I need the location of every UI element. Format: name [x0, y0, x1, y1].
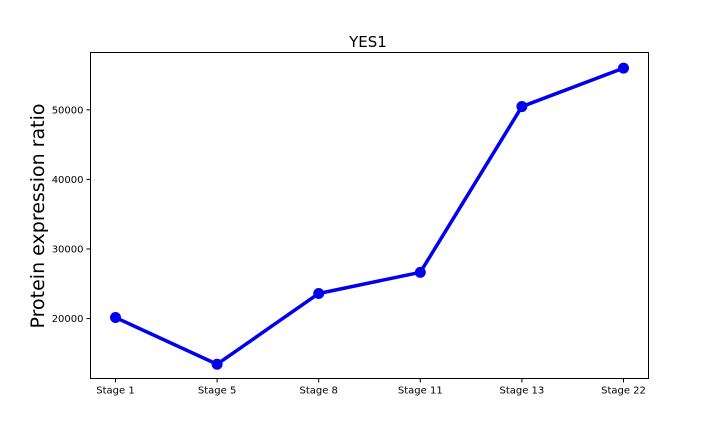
x-tick-label: Stage 13: [499, 386, 544, 397]
y-tick-label: 20000: [52, 314, 84, 325]
data-point: [313, 287, 325, 299]
x-tick-label: Stage 22: [601, 386, 646, 397]
data-point: [618, 62, 629, 74]
data-point: [414, 266, 426, 278]
x-tick-label: Stage 11: [398, 386, 443, 397]
data-point: [110, 311, 121, 323]
series-line: [113, 66, 626, 366]
x-tick-label: Stage 8: [299, 386, 337, 397]
y-tick-label: 40000: [52, 175, 84, 186]
x-tick-label: Stage 1: [96, 386, 134, 397]
data-point: [211, 358, 223, 370]
x-tick-label: Stage 5: [198, 386, 236, 397]
axes-frame: [90, 52, 649, 379]
y-tick-label: 30000: [52, 244, 84, 255]
chart-title: YES1: [348, 33, 387, 51]
plot-area: Stage 1 Stage 5 Stage 8 Stage 11 Stage 13 Sta…: [52, 62, 646, 397]
y-axis-label: Protein expression ratio: [27, 104, 49, 329]
data-point: [516, 101, 528, 113]
y-tick-label: 50000: [52, 105, 84, 116]
